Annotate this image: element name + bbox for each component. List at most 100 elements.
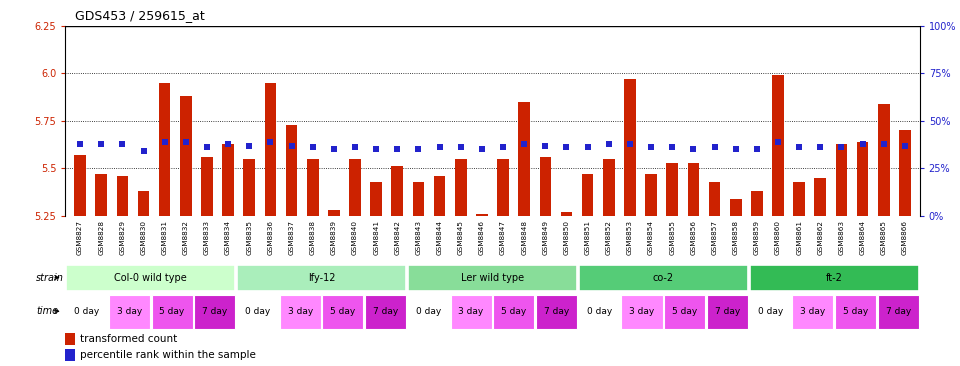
Bar xyxy=(408,295,449,329)
Bar xyxy=(664,295,706,329)
Point xyxy=(93,141,108,146)
Point xyxy=(833,145,849,150)
Bar xyxy=(497,159,509,216)
Text: 5 day: 5 day xyxy=(501,307,526,316)
Text: 0 day: 0 day xyxy=(245,307,270,316)
Bar xyxy=(603,159,614,216)
Bar xyxy=(434,176,445,216)
Text: percentile rank within the sample: percentile rank within the sample xyxy=(81,350,256,360)
Bar xyxy=(413,182,424,216)
Bar xyxy=(730,199,741,216)
Point xyxy=(812,145,828,150)
Bar xyxy=(279,295,321,329)
Point xyxy=(580,145,595,150)
Point xyxy=(898,143,913,149)
Text: GDS453 / 259615_at: GDS453 / 259615_at xyxy=(75,9,204,22)
Point xyxy=(495,145,511,150)
Point xyxy=(749,146,764,152)
Bar xyxy=(286,124,298,216)
Point xyxy=(622,141,637,146)
Bar xyxy=(265,83,276,216)
Bar xyxy=(323,295,364,329)
Bar xyxy=(579,295,620,329)
Text: 0 day: 0 day xyxy=(74,307,99,316)
Bar xyxy=(561,212,572,216)
Text: 7 day: 7 day xyxy=(886,307,911,316)
Text: 0 day: 0 day xyxy=(416,307,441,316)
Bar xyxy=(518,102,530,216)
Bar xyxy=(349,159,361,216)
Bar xyxy=(108,295,150,329)
Point xyxy=(242,143,257,149)
Text: 0 day: 0 day xyxy=(587,307,612,316)
Bar xyxy=(328,210,340,216)
Bar xyxy=(365,295,406,329)
Point xyxy=(516,141,532,146)
Point xyxy=(643,145,659,150)
Bar xyxy=(392,167,403,216)
Text: 5 day: 5 day xyxy=(843,307,868,316)
Bar xyxy=(793,182,804,216)
Point xyxy=(791,145,806,150)
Bar xyxy=(158,83,171,216)
Point xyxy=(474,146,490,152)
Point xyxy=(263,139,278,145)
Point xyxy=(601,141,616,146)
Text: strain: strain xyxy=(36,273,63,283)
Bar xyxy=(493,295,535,329)
Bar xyxy=(645,174,657,216)
Bar xyxy=(137,191,150,216)
Bar xyxy=(95,174,108,216)
Bar xyxy=(476,214,488,216)
Point xyxy=(369,146,384,152)
Bar xyxy=(66,295,108,329)
Bar xyxy=(856,142,869,216)
Point xyxy=(136,148,152,154)
Text: 7 day: 7 day xyxy=(373,307,398,316)
Text: transformed count: transformed count xyxy=(81,334,178,344)
Point xyxy=(770,139,785,145)
Point xyxy=(855,141,871,146)
Point xyxy=(664,145,680,150)
Point xyxy=(876,141,892,146)
Point xyxy=(326,146,342,152)
Bar xyxy=(792,295,833,329)
Text: time: time xyxy=(36,306,58,316)
Text: 3 day: 3 day xyxy=(117,307,142,316)
Bar xyxy=(582,174,593,216)
Text: Ler wild type: Ler wild type xyxy=(461,273,524,283)
Bar xyxy=(66,265,235,291)
Point xyxy=(411,146,426,152)
Bar xyxy=(152,295,193,329)
Point xyxy=(348,145,363,150)
Point xyxy=(707,145,722,150)
Bar xyxy=(835,143,848,216)
Text: co-2: co-2 xyxy=(653,273,674,283)
Bar xyxy=(772,75,783,216)
Point xyxy=(432,145,447,150)
Text: ft-2: ft-2 xyxy=(826,273,843,283)
Bar xyxy=(877,104,890,216)
Point xyxy=(221,141,236,146)
Point xyxy=(728,146,743,152)
Bar xyxy=(65,333,75,345)
Bar xyxy=(750,265,919,291)
Bar xyxy=(307,159,319,216)
Point xyxy=(685,146,701,152)
Point xyxy=(157,139,173,145)
Bar xyxy=(450,295,492,329)
Point xyxy=(559,145,574,150)
Point xyxy=(114,141,130,146)
Bar xyxy=(371,182,382,216)
Text: lfy-12: lfy-12 xyxy=(308,273,335,283)
Text: 3 day: 3 day xyxy=(630,307,655,316)
Bar xyxy=(540,157,551,216)
Text: 3 day: 3 day xyxy=(288,307,313,316)
Bar xyxy=(835,295,876,329)
Text: 5 day: 5 day xyxy=(672,307,697,316)
Text: 5 day: 5 day xyxy=(330,307,355,316)
Point xyxy=(72,141,87,146)
Bar xyxy=(116,176,129,216)
Point xyxy=(179,139,194,145)
Point xyxy=(305,145,321,150)
